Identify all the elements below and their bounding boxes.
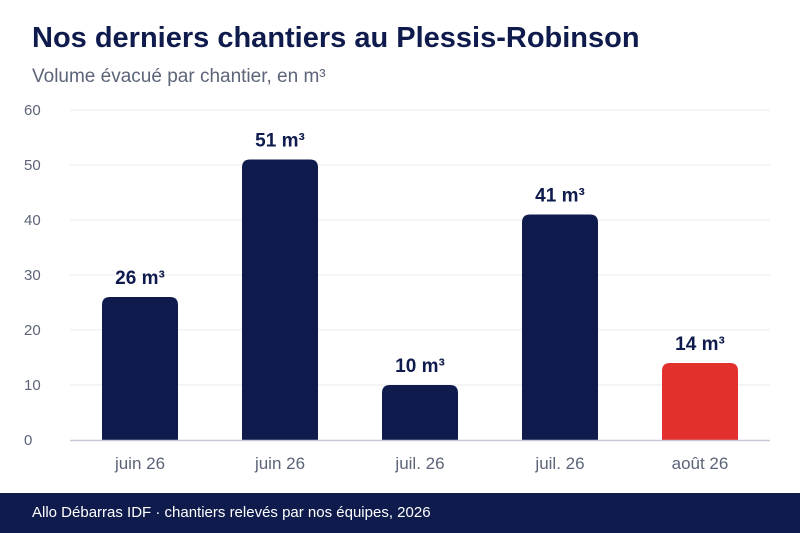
y-axis-ticks: 0 10 20 30 40 50 60 [24, 102, 41, 449]
value-label: 14 m³ [675, 334, 725, 355]
bar [522, 214, 598, 440]
x-tick-label: juin 26 [114, 454, 165, 473]
bar [662, 363, 738, 440]
x-tick-label: juin 26 [254, 454, 305, 473]
bars [102, 159, 738, 440]
x-tick-label: juil. 26 [394, 454, 444, 473]
chart-title: Nos derniers chantiers au Plessis-Robins… [32, 22, 640, 54]
footer-bar: Allo Débarras IDF · chantiers relevés pa… [0, 493, 800, 533]
bar [382, 385, 458, 440]
value-labels: 26 m³ 51 m³ 10 m³ 41 m³ 14 m³ [115, 131, 725, 378]
y-tick-label: 30 [24, 267, 41, 284]
bar [102, 297, 178, 440]
y-tick-label: 60 [24, 102, 41, 119]
value-label: 51 m³ [255, 131, 305, 152]
value-label: 41 m³ [535, 186, 585, 207]
value-label: 10 m³ [395, 356, 445, 377]
y-tick-label: 20 [24, 322, 41, 339]
x-tick-label: juil. 26 [534, 454, 584, 473]
chart-subtitle: Volume évacué par chantier, en m³ [32, 66, 326, 87]
y-tick-label: 0 [24, 432, 32, 449]
value-label: 26 m³ [115, 268, 165, 289]
footer-source-text: Allo Débarras IDF · chantiers relevés pa… [32, 504, 431, 521]
x-axis-ticks: juin 26 juin 26 juil. 26 juil. 26 août 26 [70, 439, 770, 473]
y-tick-label: 40 [24, 212, 41, 229]
y-tick-label: 50 [24, 157, 41, 174]
y-tick-label: 10 [24, 377, 41, 394]
bar [242, 159, 318, 440]
x-tick-label: août 26 [672, 454, 729, 473]
